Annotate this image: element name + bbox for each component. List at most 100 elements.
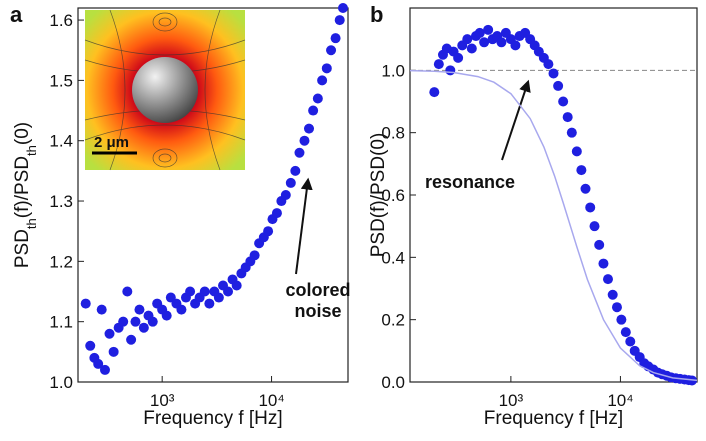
y-tick-label: 1.1 — [49, 313, 73, 332]
y-axis-label-part: PSD — [12, 229, 33, 268]
x-tick-label: 10³ — [150, 391, 175, 410]
data-point — [96, 304, 107, 315]
data-point — [285, 177, 296, 188]
data-point — [138, 322, 149, 333]
data-point — [85, 340, 96, 351]
data-point — [93, 358, 104, 369]
y-tick-label: 1.0 — [381, 61, 405, 80]
data-point — [429, 87, 440, 98]
y-axis-label-part: th — [24, 145, 39, 156]
y-axis-label-part: PSD(f)/PSD(0) — [368, 133, 389, 258]
y-axis-label-part: (f)/PSD — [12, 156, 33, 218]
y-tick-label: 0.0 — [381, 373, 405, 392]
data-point — [598, 258, 609, 269]
panel-letter: a — [10, 2, 23, 27]
y-tick-label: 0.2 — [381, 311, 405, 330]
y-tick-label: 1.3 — [49, 192, 73, 211]
data-point — [308, 105, 319, 116]
data-point — [510, 40, 521, 51]
x-tick-label: 10⁴ — [607, 391, 633, 410]
data-point — [321, 63, 332, 74]
data-point — [312, 93, 323, 104]
data-point — [176, 304, 187, 315]
inset: 2 μm — [84, 9, 246, 171]
data-point — [580, 183, 591, 194]
y-axis-label-part: (0) — [12, 122, 33, 145]
data-point — [616, 314, 627, 325]
data-point — [602, 274, 613, 285]
data-point — [326, 45, 337, 56]
x-tick-label: 10⁴ — [258, 391, 284, 410]
x-axis-label: Frequency f [Hz] — [484, 408, 623, 429]
data-point — [299, 135, 310, 146]
annotation-line: resonance — [425, 172, 515, 192]
data-point — [479, 37, 490, 48]
model-line — [409, 69, 698, 382]
data-point — [553, 80, 564, 91]
plot-frame — [77, 7, 349, 383]
plot-frame — [409, 7, 698, 383]
data-point — [108, 346, 119, 357]
data-point — [620, 327, 631, 338]
data-point — [185, 286, 196, 297]
data-point — [337, 3, 348, 13]
data-point — [213, 292, 224, 303]
arrow — [295, 177, 313, 275]
annotation: resonance — [425, 172, 515, 192]
data-point — [126, 334, 137, 345]
data-point — [99, 364, 110, 375]
data-point — [134, 304, 145, 315]
data-point — [161, 310, 172, 321]
data-point — [317, 75, 328, 86]
y-tick-label: 1.0 — [49, 373, 73, 392]
data-point — [543, 59, 554, 70]
data-point — [330, 33, 341, 44]
data-point — [466, 43, 477, 54]
data-point — [104, 328, 115, 339]
y-tick-label: 0.4 — [381, 248, 405, 267]
annotation-line: colored — [285, 280, 350, 300]
sphere — [132, 57, 198, 123]
data-point — [576, 165, 587, 176]
data-point — [611, 302, 622, 313]
data-point — [280, 190, 291, 200]
arrow — [501, 79, 531, 161]
y-tick-label: 1.4 — [49, 132, 73, 151]
y-tick-label: 0.8 — [381, 124, 405, 143]
data-point — [263, 226, 274, 237]
data-point — [249, 250, 260, 261]
data-point — [625, 336, 636, 347]
annotation-line: noise — [294, 301, 341, 321]
data-point — [496, 37, 507, 48]
data-point — [571, 146, 582, 157]
data-point — [483, 24, 494, 35]
data-point — [594, 239, 605, 250]
data-point — [585, 202, 596, 213]
data-point — [304, 123, 315, 134]
x-tick-label: 10³ — [499, 391, 524, 410]
data-point — [445, 65, 456, 76]
data-point — [462, 34, 473, 45]
data-point — [118, 316, 129, 327]
data-point — [204, 298, 215, 309]
data-point — [562, 112, 573, 123]
data-point — [147, 316, 158, 327]
y-tick-label: 1.6 — [49, 11, 73, 30]
x-axis-label: Frequency f [Hz] — [143, 408, 282, 429]
data-point — [433, 59, 444, 70]
data-point — [294, 147, 305, 158]
y-tick-label: 1.2 — [49, 252, 73, 271]
y-tick-label: 1.5 — [49, 71, 73, 90]
y-axis-label-part: th — [24, 218, 39, 229]
data-point — [122, 286, 133, 297]
scale-label: 2 μm — [94, 134, 129, 151]
data-point — [223, 286, 234, 297]
data-point — [80, 298, 91, 309]
data-point — [453, 52, 464, 63]
data-point — [271, 208, 282, 219]
data-point — [607, 289, 618, 300]
panel-letter: b — [370, 2, 383, 27]
y-axis-label: PSD(f)/PSD(0) — [368, 133, 389, 258]
data-point — [231, 280, 242, 291]
